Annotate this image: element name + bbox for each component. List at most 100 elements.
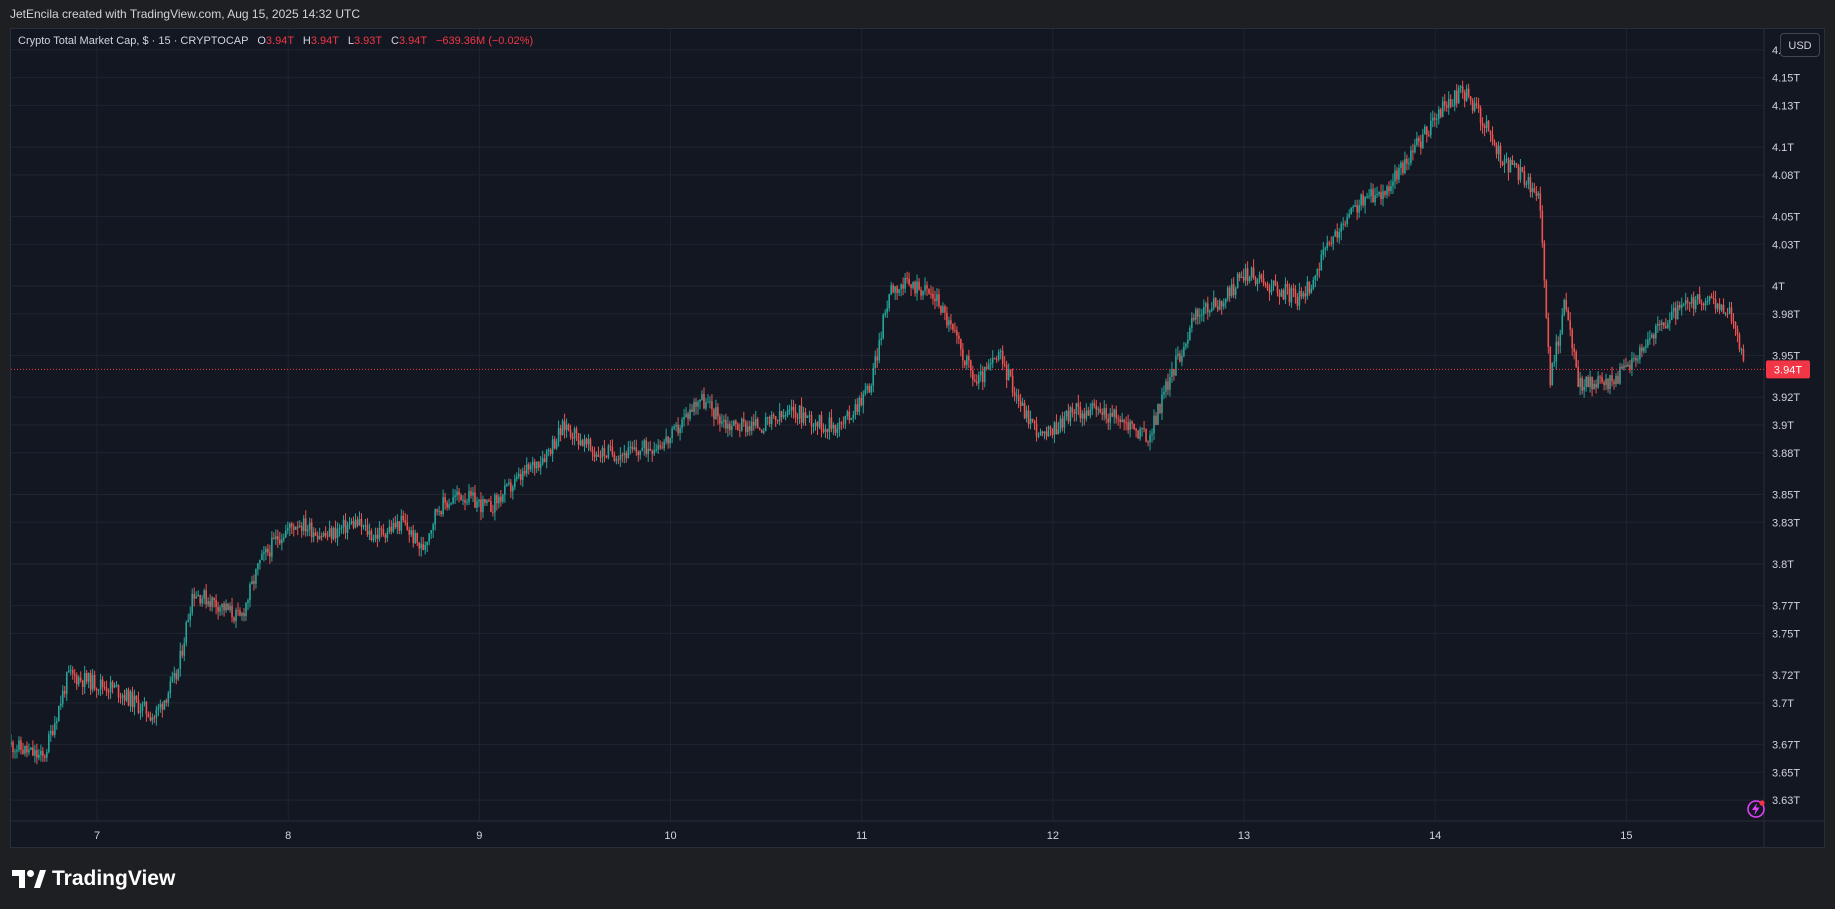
candle-down <box>567 424 570 430</box>
candle-down <box>117 685 120 698</box>
lightning-icon[interactable] <box>1744 797 1768 821</box>
candle-down <box>458 491 460 496</box>
candle-down <box>394 522 397 528</box>
candle-up <box>1091 403 1094 410</box>
candle-down <box>1463 92 1466 101</box>
candle-up <box>754 419 757 426</box>
candle-up <box>143 701 146 705</box>
candle-down <box>1475 103 1478 105</box>
candle-up <box>1153 415 1155 434</box>
candle-down <box>1543 242 1546 281</box>
candle-up <box>838 422 841 429</box>
candle-down <box>1420 141 1422 149</box>
candle-down <box>304 518 307 532</box>
candle-down <box>537 461 540 468</box>
candle-up <box>115 685 118 687</box>
candle-down <box>464 499 466 503</box>
x-tick-label: 12 <box>1047 830 1059 842</box>
candle-down <box>1545 280 1548 318</box>
candle-down <box>1232 284 1235 296</box>
candle-up <box>203 590 205 599</box>
candlestick-chart[interactable]: 3.63T 3.65T 3.67T 3.7T 3.72T 3.75T 3.77T 3.8T 3.… <box>11 29 1825 848</box>
candle-up <box>1053 422 1056 435</box>
candle-up <box>1437 109 1440 120</box>
candle-down <box>205 590 207 605</box>
candle-up <box>1029 418 1032 425</box>
candle-down <box>523 470 526 474</box>
candle-down <box>344 520 347 533</box>
tradingview-brand[interactable]: TradingView <box>12 864 175 894</box>
candle-up <box>1039 431 1042 436</box>
candle-up <box>671 428 673 439</box>
candle-up <box>1270 286 1273 293</box>
candle-up <box>872 368 875 386</box>
candle-down <box>768 416 771 424</box>
candle-down <box>860 397 863 406</box>
candle-up <box>167 693 170 703</box>
candle-up <box>814 422 817 426</box>
candle-down <box>243 612 245 617</box>
candle-up <box>109 681 112 693</box>
candle-up <box>900 284 902 290</box>
candle-up <box>619 455 622 460</box>
chart-area[interactable]: 3.63T 3.65T 3.67T 3.7T 3.72T 3.75T 3.77T 3.8T 3.… <box>10 28 1825 848</box>
candle-up <box>1015 395 1018 397</box>
change-value: −639.36M (−0.02%) <box>435 35 534 47</box>
candle-up <box>997 352 1000 360</box>
candle-down <box>1003 363 1006 365</box>
candle-down <box>334 527 337 539</box>
candle-down <box>199 594 201 604</box>
candle-up <box>1561 315 1564 334</box>
candle-up <box>1043 431 1046 434</box>
candle-up <box>723 419 725 422</box>
candle-down <box>780 411 783 418</box>
candle-down <box>1523 171 1526 185</box>
candle-up <box>1280 290 1283 297</box>
candle-up <box>177 668 180 680</box>
candle-down <box>1565 299 1568 310</box>
candle-up <box>1589 376 1591 388</box>
candle-up <box>1505 158 1508 160</box>
candle-up <box>1222 302 1225 307</box>
candle-up <box>629 446 632 448</box>
candle-down <box>1049 426 1052 429</box>
candle-up <box>587 439 590 445</box>
candle-up <box>916 281 918 294</box>
candle-up <box>1208 310 1211 313</box>
candle-up <box>195 596 197 599</box>
symbol-title[interactable]: Crypto Total Market Cap, $ · 15 · CRYPTO… <box>18 35 249 47</box>
candle-down <box>209 601 211 607</box>
candle-up <box>788 409 791 411</box>
candle-down <box>928 288 930 294</box>
candle-down <box>758 428 761 430</box>
candle-up <box>1354 205 1356 207</box>
candle-down <box>474 492 476 508</box>
candle-up <box>1113 409 1115 417</box>
candle-down <box>938 294 940 306</box>
candle-up <box>844 416 847 424</box>
x-tick-label: 7 <box>94 830 100 842</box>
candle-up <box>733 420 735 426</box>
candle-up <box>615 459 618 461</box>
candle-down <box>1402 162 1404 174</box>
candle-up <box>251 580 253 585</box>
candle-down <box>1372 189 1374 203</box>
candle-up <box>1416 138 1418 145</box>
candle-up <box>948 320 950 326</box>
candle-up <box>1338 232 1341 238</box>
candle-up <box>512 486 514 492</box>
currency-button[interactable]: USD <box>1780 33 1820 57</box>
candle-up <box>866 385 869 390</box>
candle-up <box>259 559 261 564</box>
candle-up <box>852 414 855 418</box>
candle-down <box>1101 412 1104 415</box>
candle-down <box>1702 303 1705 306</box>
candle-up <box>1129 421 1131 430</box>
candle-up <box>1348 214 1350 218</box>
candle-down <box>1722 304 1725 314</box>
candle-up <box>185 622 188 643</box>
candle-up <box>1284 284 1287 300</box>
candle-down <box>1017 395 1020 402</box>
candle-down <box>12 742 14 753</box>
candle-up <box>91 675 94 690</box>
